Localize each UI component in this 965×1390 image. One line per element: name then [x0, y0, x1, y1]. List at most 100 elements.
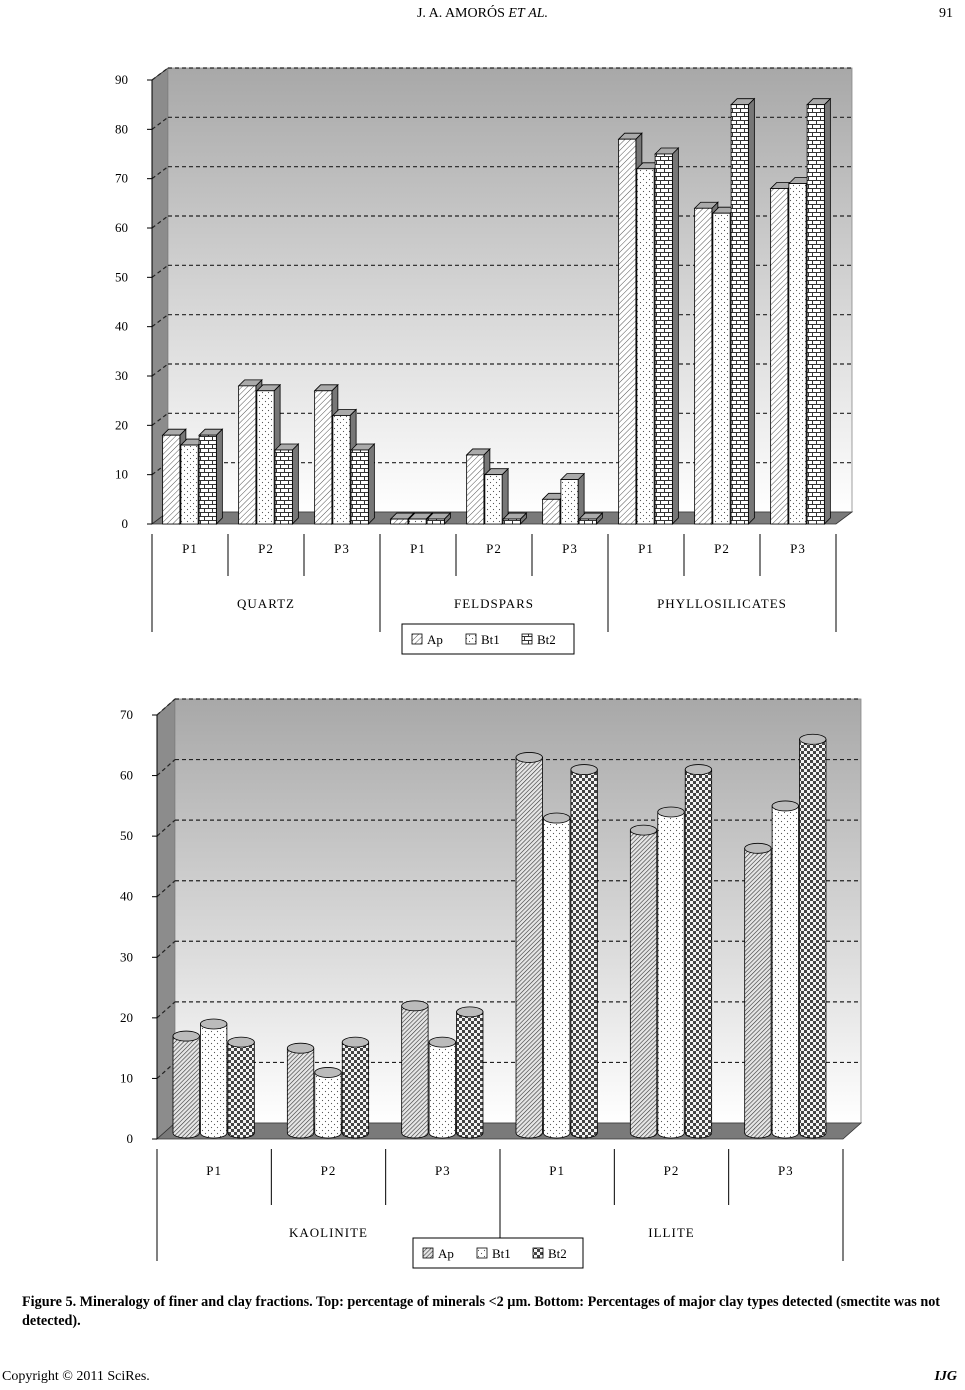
running-head: J. A. AMORÓS ET AL.: [0, 6, 965, 22]
bar-bt1-p2-cap: [314, 1067, 342, 1078]
category-label: P2: [258, 541, 274, 556]
legend-label-ap: Ap: [438, 1246, 454, 1261]
bar-bt1-p2: [657, 811, 685, 1139]
y-tick-label: 20: [120, 1010, 133, 1025]
bar-ap-p3: [542, 498, 561, 525]
bar-ap-p3: [744, 847, 772, 1139]
bar-bt1-p2-cap: [657, 806, 685, 818]
footer-journal: IJG: [934, 1369, 957, 1384]
bar-bt2-p1-cap: [227, 1036, 255, 1048]
footer-copyright: Copyright © 2011 SciRes.: [2, 1369, 150, 1384]
bar-ap-p1: [515, 757, 543, 1139]
category-label: P2: [486, 541, 502, 556]
bar-bt1-p2: [314, 1072, 342, 1139]
bar-bt2-p2: [341, 1041, 370, 1139]
bar-bt2-p2: [730, 104, 749, 525]
bar-bt2-p3-side: [823, 97, 831, 525]
running-head-et: ET: [508, 6, 525, 21]
bar-ap-p3: [770, 188, 789, 525]
category-label: P1: [410, 541, 426, 556]
bar-bt1-p1-cap: [543, 812, 571, 824]
category-label: P3: [790, 541, 806, 556]
top-mineral-chart: 0 10 20 30 40 50 60 70 80 90 P1 P2 P3 P1 P2 P3 P1 P2 P3 QUA…: [88, 42, 874, 660]
category-label: P2: [714, 541, 730, 556]
category-label: P1: [182, 541, 198, 556]
bar-ap-p2: [629, 829, 658, 1139]
bar-bt1-p1: [180, 444, 199, 525]
y-tick-label: 60: [120, 768, 133, 783]
y-tick-label: 60: [115, 220, 128, 235]
y-tick-label: 30: [115, 368, 128, 383]
bar-bt2-p2-side: [747, 97, 755, 525]
category-label: P1: [549, 1163, 565, 1178]
bar-bt2-p1-side: [671, 147, 679, 525]
running-head-authors: J. A. AMORÓS: [416, 6, 505, 21]
bar-bt2-p2: [274, 449, 293, 525]
y-tick-label: 40: [120, 889, 133, 904]
group-label: ILLITE: [648, 1225, 694, 1240]
bottom-clay-chart: 0 10 20 30 40 50 60 70 P1 P2 P3 P1 P2 P3 KAOLINITE ILLI…: [88, 684, 878, 1282]
bar-ap-p2: [694, 207, 713, 525]
bar-bt1-p1: [200, 1023, 228, 1139]
bar-bt1-p1: [636, 168, 655, 525]
bar-bt1-p3: [332, 415, 351, 525]
bar-bt2-p3-cap: [799, 733, 827, 745]
y-tick-label: 80: [115, 121, 128, 136]
y-tick-label: 10: [120, 1070, 133, 1085]
bar-bt2-p1: [198, 434, 217, 525]
gridline-side: [151, 264, 169, 278]
legend-label-ap: Ap: [427, 632, 443, 647]
y-tick-label: 0: [122, 516, 129, 531]
page-number: 91: [939, 6, 953, 21]
bar-bt2-p1-side: [215, 428, 223, 525]
bar-bt2-p1-cap: [570, 764, 598, 775]
bar-bt1-p1-cap: [200, 1018, 228, 1030]
bar-ap-p3: [314, 390, 333, 525]
legend-swatch-bt1: [476, 1247, 488, 1259]
bar-bt2-p3: [578, 518, 597, 525]
bar-bt1-p3: [771, 805, 799, 1139]
legend-swatch-bt2: [521, 633, 533, 645]
legend-swatch-bt1: [465, 633, 477, 645]
bar-bt2-p1: [227, 1041, 255, 1139]
figure-caption: Figure 5. Mineralogy of finer and clay f…: [22, 1294, 941, 1329]
bar-ap-p2-cap: [286, 1042, 315, 1054]
bar-bt1-p3-cap: [771, 800, 799, 812]
bar-bt2-p1: [426, 518, 445, 525]
bar-ap-p1: [162, 434, 181, 525]
y-tick-label: 40: [115, 319, 128, 334]
bar-bt1-p2: [256, 390, 275, 525]
bar-bt1-p3: [428, 1041, 456, 1139]
y-tick-label: 70: [120, 707, 133, 722]
legend-label-bt1: Bt1: [481, 632, 500, 647]
y-tick-label: 0: [127, 1131, 134, 1146]
bar-bt1-p3: [560, 479, 579, 525]
bar-bt2-p3: [456, 1011, 484, 1139]
category-label: P1: [638, 541, 654, 556]
bar-bt2-p3: [806, 104, 825, 525]
bar-bt2-p3: [799, 738, 827, 1139]
gridline-side: [151, 314, 169, 328]
bar-bt1-p3-cap: [428, 1036, 456, 1048]
legend-swatch-bt2: [532, 1247, 544, 1259]
running-head-al: AL.: [528, 6, 549, 21]
bar-ap-p3-cap: [744, 842, 772, 854]
bar-bt1-p3: [788, 183, 807, 525]
bar-bt2-p2: [502, 518, 521, 525]
gridline-side: [151, 166, 169, 180]
bar-bt2-p3-side: [367, 443, 375, 525]
bar-bt2-p2-cap: [684, 764, 713, 775]
category-label: P3: [562, 541, 578, 556]
legend: Ap Bt1 Bt2: [401, 623, 575, 655]
gridline-side: [151, 363, 169, 377]
bar-ap-p2-cap: [629, 824, 658, 836]
bar-bt2-p1: [654, 153, 673, 525]
bar-bt1-p1: [543, 817, 571, 1139]
category-label: P3: [435, 1163, 451, 1178]
bar-bt1-p2: [712, 212, 731, 525]
y-tick-label: 70: [115, 171, 128, 186]
bar-ap-p2: [286, 1047, 315, 1139]
legend-box: [412, 1237, 584, 1269]
category-label: P3: [778, 1163, 794, 1178]
category-label: P1: [206, 1163, 222, 1178]
